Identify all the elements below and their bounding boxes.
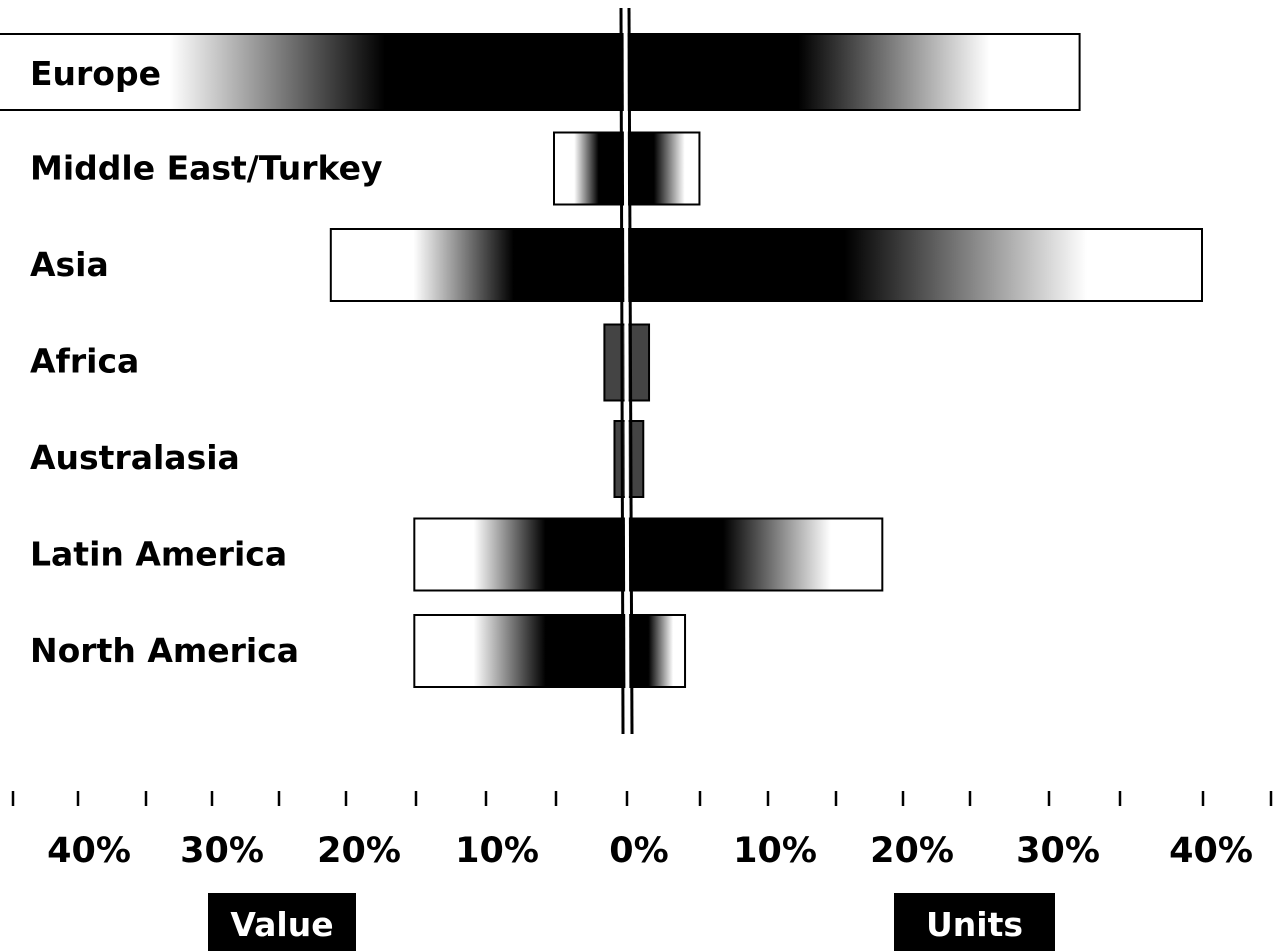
category-label-middle-east-turkey: Middle East/Turkey: [30, 149, 382, 188]
category-label-asia: Asia: [30, 245, 109, 284]
x-tick-label: 30%: [180, 831, 264, 871]
bar-value-europe: [0, 33, 627, 111]
bar-value-australasia: [613, 420, 627, 498]
bar-units-europe: [625, 33, 1081, 111]
x-tick-label: 20%: [870, 831, 954, 871]
legend-box-units: [894, 893, 1055, 951]
zero-axis-line-left: [619, 7, 625, 735]
zero-axis-line-right: [627, 7, 634, 735]
bar-value-asia: [329, 228, 627, 302]
bar-units-latin-america: [625, 517, 884, 592]
x-tick-label: 0%: [609, 831, 668, 871]
zero-axis-gap: [623, 7, 630, 735]
bar-value-latin-america: [413, 517, 627, 592]
x-axis-tick-labels: 40% 30% 20% 10% 0% 10% 20% 30% 40%: [47, 831, 1253, 871]
category-label-africa: Africa: [30, 342, 139, 381]
category-labels: Europe Middle East/Turkey Asia Africa Austra…: [30, 54, 382, 670]
x-axis-ticks: [11, 791, 1273, 806]
bar-value-north-america: [413, 614, 627, 688]
bar-units-middle-east-turkey: [625, 131, 701, 206]
x-tick-label: 30%: [1016, 831, 1100, 871]
bar-value-middle-east-turkey: [553, 131, 627, 206]
bar-units-north-america: [625, 614, 687, 688]
x-tick-label: 10%: [733, 831, 817, 871]
x-tick-label: 40%: [1169, 831, 1253, 871]
legend-label-units: Units: [926, 905, 1023, 944]
category-label-north-america: North America: [30, 631, 299, 670]
legend-box-value: [208, 893, 356, 951]
x-tick-label: 40%: [47, 831, 131, 871]
zero-axis: [619, 7, 634, 735]
legend: Value Units: [208, 893, 1055, 951]
x-tick-label: 10%: [455, 831, 539, 871]
category-label-latin-america: Latin America: [30, 535, 287, 574]
bar-units-asia: [625, 228, 1203, 302]
legend-label-value: Value: [230, 905, 333, 944]
x-tick-label: 20%: [317, 831, 401, 871]
bars-layer: [0, 33, 1203, 688]
category-label-australasia: Australasia: [30, 438, 240, 477]
category-label-europe: Europe: [30, 54, 161, 93]
